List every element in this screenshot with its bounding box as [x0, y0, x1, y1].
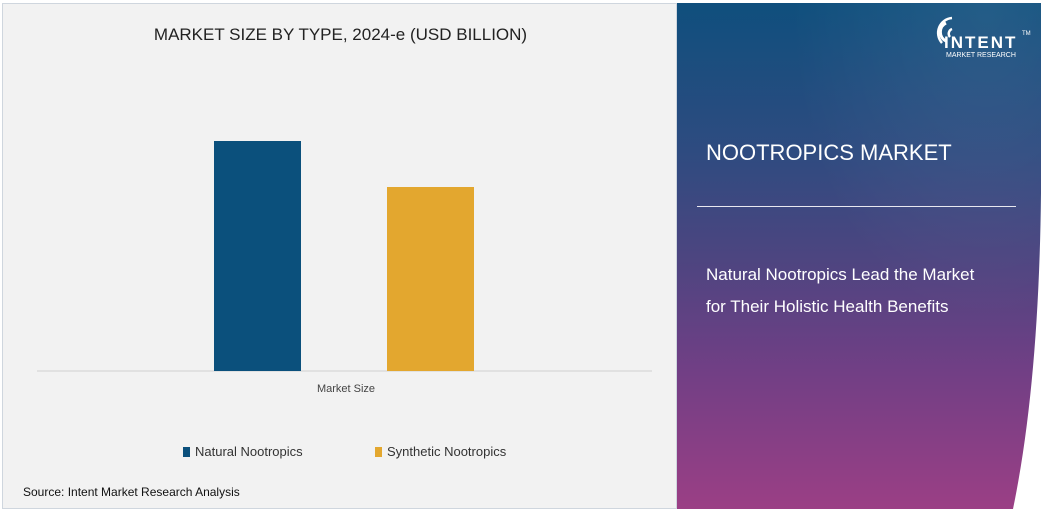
panel-subtext-line1: Natural Nootropics Lead the Market — [706, 265, 975, 284]
logo-subtext: MARKET RESEARCH — [946, 52, 1016, 59]
signal-icon — [936, 16, 953, 44]
info-panel: INTENT TM MARKET RESEARCH NOOTROPICS MAR… — [677, 3, 1041, 509]
bar-synthetic-nootropics — [387, 187, 474, 371]
source-note: Source: Intent Market Research Analysis — [23, 485, 240, 499]
panel-heading: NOOTROPICS MARKET — [706, 140, 952, 165]
intent-logo: INTENT TM MARKET RESEARCH — [932, 15, 1032, 61]
x-tick-label: Market Size — [316, 383, 376, 395]
legend-label: Synthetic Nootropics — [387, 444, 507, 459]
legend-swatch — [183, 446, 190, 457]
logo-tm: TM — [1022, 31, 1031, 37]
logo-text: INTENT — [944, 33, 1018, 52]
chart-title: MARKET SIZE BY TYPE, 2024-e (USD BILLION… — [153, 25, 528, 44]
panel-subtext-line2: for Their Holistic Health Benefits — [706, 297, 949, 316]
legend-item-synthetic: Synthetic Nootropics — [375, 444, 506, 459]
curved-edge — [1013, 193, 1041, 509]
legend-label: Natural Nootropics — [195, 444, 303, 459]
divider — [697, 206, 1016, 207]
chart-panel: MARKET SIZE BY TYPE, 2024-e (USD BILLION… — [2, 3, 677, 509]
bar-chart — [37, 141, 652, 372]
bar-natural-nootropics — [214, 141, 301, 371]
legend-item-natural: Natural Nootropics — [183, 444, 303, 459]
legend-swatch — [375, 446, 382, 457]
